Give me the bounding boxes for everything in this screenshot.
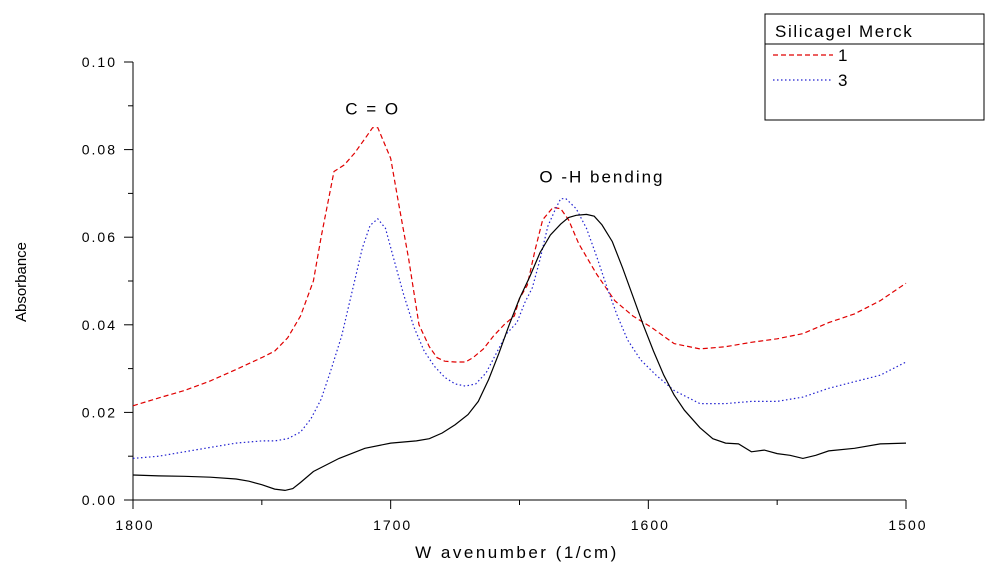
annotation-label: C = O: [345, 100, 400, 119]
y-tick-label: 0.08: [82, 142, 117, 158]
series-line-1: [132, 127, 907, 407]
y-tick-label: 0.04: [82, 317, 117, 333]
y-tick-label: 0.02: [82, 404, 117, 420]
x-tick-label: 1500: [888, 517, 927, 533]
x-tick-label: 1600: [631, 517, 670, 533]
legend-entry-3: 3: [838, 71, 849, 90]
y-axis-title: Absorbance: [13, 242, 30, 322]
x-tick-label: 1700: [373, 517, 412, 533]
legend: Silicagel Merck 1 3: [764, 13, 985, 121]
axes: 0.00 0.02 0.04 0.06 0.08 0.10 1800 1700 1600 1500: [82, 54, 927, 533]
legend-box: [764, 13, 985, 121]
y-tick-label: 0.06: [82, 229, 117, 245]
annotation-label: O -H bending: [539, 167, 664, 186]
series-line-3: [132, 198, 907, 459]
series-lines: [132, 127, 907, 492]
y-tick-label: 0.00: [82, 492, 117, 508]
x-axis-title: W avenumber (1/cm): [415, 543, 619, 562]
legend-entry-1: 1: [838, 46, 849, 65]
y-tick-label: 0.10: [82, 54, 117, 70]
x-tick-label: 1800: [115, 517, 154, 533]
series-line-unlabeled-2: [132, 213, 907, 492]
annotations: C = O O -H bending: [345, 100, 664, 187]
legend-title: Silicagel Merck: [775, 22, 913, 41]
